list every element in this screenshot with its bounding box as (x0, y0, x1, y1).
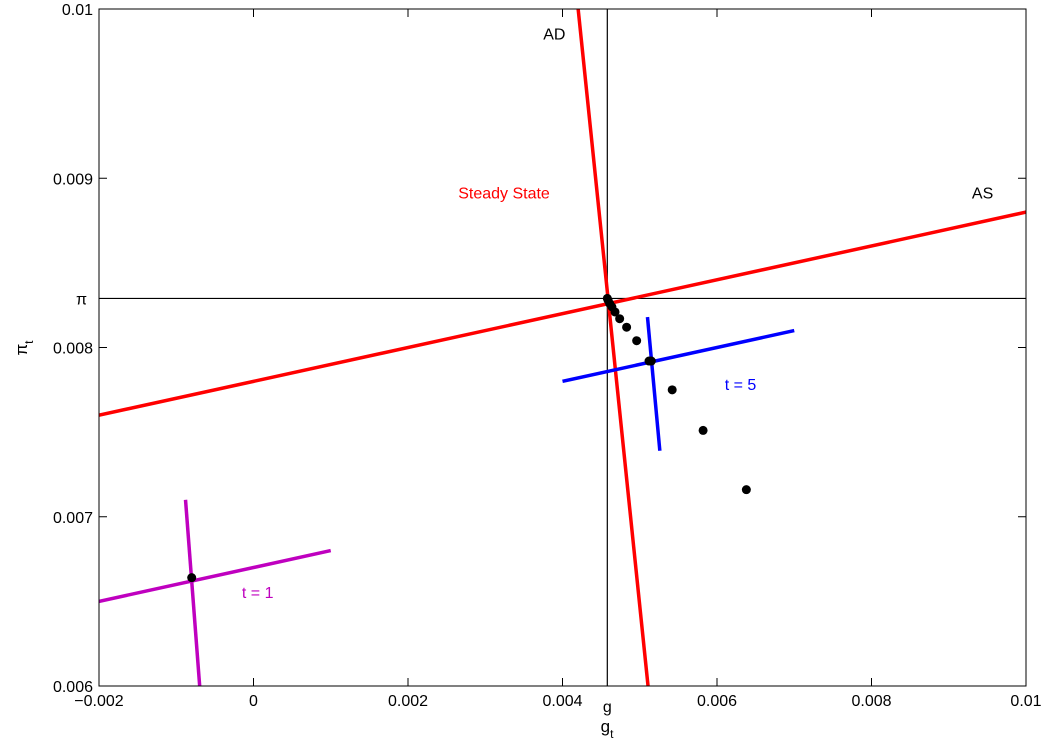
annotation-as: AS (972, 186, 993, 203)
series-ad-t5 (645, 316, 662, 451)
series-as-t5 (562, 328, 795, 384)
y-tick-label: 0.007 (53, 510, 93, 527)
path-point (741, 485, 751, 495)
path-point (632, 336, 642, 346)
t1-intersection-point (187, 573, 197, 583)
x-tick-label: 0 (249, 693, 258, 710)
path-point (698, 425, 708, 435)
steady-state-pi-label: π (76, 291, 87, 308)
annotations: AD AS Steady State t = 5 t = 1 (242, 26, 993, 602)
t5-intersection-point (644, 356, 654, 366)
x-tick-label: 0.004 (542, 693, 582, 710)
y-tick-label: 0.006 (53, 679, 93, 696)
steady-state-point (602, 293, 612, 303)
y-axis-title-main: π (12, 344, 31, 356)
x-tick-label: 0.006 (697, 693, 737, 710)
x-axis-title-sub: t (610, 727, 614, 741)
x-tick-label: −0.002 (74, 693, 123, 710)
series-ad-t1 (183, 499, 202, 686)
x-tick-label: 0.002 (388, 693, 428, 710)
y-tick-label: 0.008 (53, 341, 93, 358)
x-axis-title: gt (601, 717, 614, 741)
annotation-steady-state: Steady State (458, 186, 550, 203)
x-axis-title-main: g (601, 717, 610, 736)
plot-area (99, 9, 1026, 686)
reference-lines (99, 9, 1026, 686)
annotation-t1: t = 1 (242, 585, 274, 602)
x-axis: −0.002 0 0.002 0.004 0.006 0.008 0.01 g (74, 9, 1042, 716)
y-tick-label: 0.009 (53, 171, 93, 188)
series-as (99, 210, 1026, 417)
path-point (667, 385, 677, 395)
y-tick-label: 0.01 (62, 2, 93, 19)
x-tick-label: 0.008 (851, 693, 891, 710)
annotation-t5: t = 5 (725, 377, 757, 394)
annotation-ad: AD (543, 26, 565, 43)
steady-state-g-label: g (603, 699, 612, 716)
series-lines (99, 9, 1026, 686)
path-point (622, 322, 632, 332)
y-axis: 0.006 0.007 0.008 0.009 0.01 π (53, 2, 1026, 696)
path-point (615, 314, 625, 324)
series-as-t1 (99, 548, 332, 604)
x-tick-label: 0.01 (1010, 693, 1041, 710)
y-axis-title: πt (12, 340, 36, 356)
series-ad (576, 9, 650, 686)
y-axis-title-sub: t (22, 340, 36, 344)
path-points (187, 293, 751, 583)
